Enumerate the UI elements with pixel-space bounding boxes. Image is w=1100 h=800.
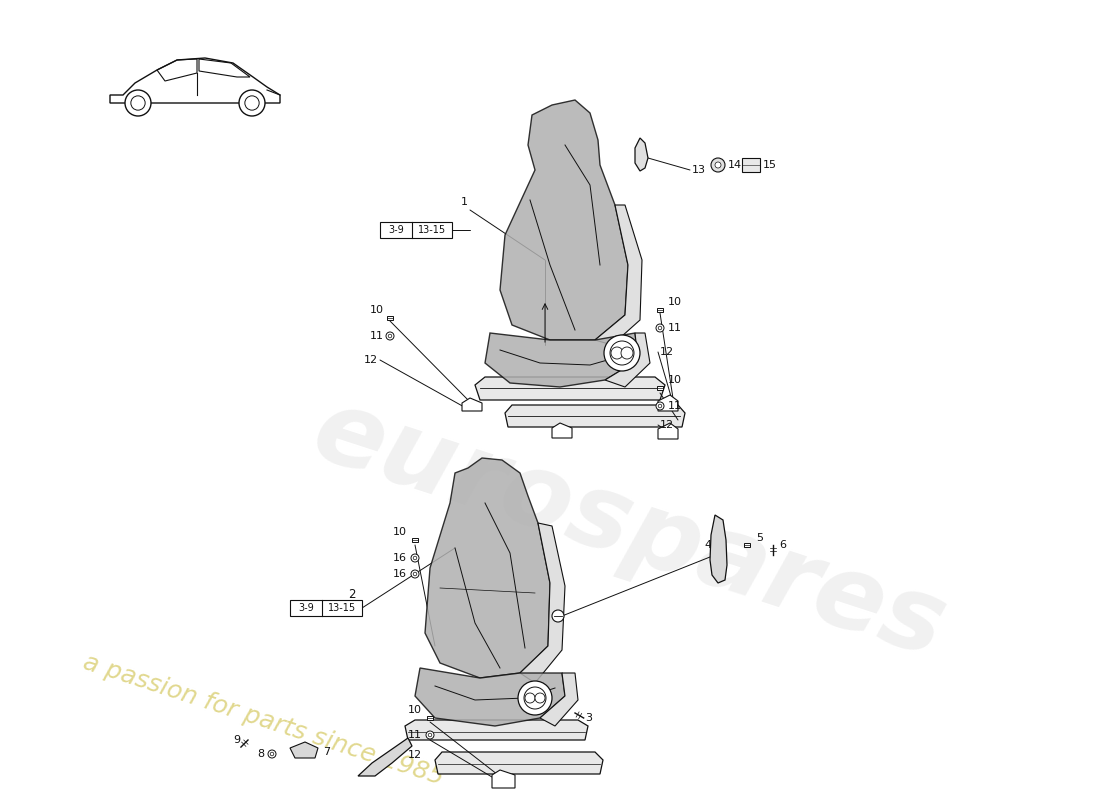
Text: 11: 11 [408,730,422,740]
Text: 3: 3 [585,713,592,723]
Polygon shape [290,742,318,758]
Circle shape [656,324,664,332]
Circle shape [131,96,145,110]
Polygon shape [462,398,482,411]
Polygon shape [485,333,638,387]
Bar [411,538,418,542]
Bar [657,386,663,390]
Text: a passion for parts since 1985: a passion for parts since 1985 [80,650,447,790]
Text: 11: 11 [668,401,682,411]
Polygon shape [492,770,515,788]
Polygon shape [710,515,727,583]
Text: 10: 10 [668,375,682,385]
Text: 12: 12 [364,355,378,365]
Text: 10: 10 [370,305,384,315]
Text: 1: 1 [461,197,468,207]
Text: 10: 10 [408,705,422,715]
Text: 10: 10 [668,297,682,307]
Polygon shape [595,205,642,345]
Circle shape [125,90,151,116]
Text: 13-15: 13-15 [328,603,356,613]
Text: 6: 6 [779,540,786,550]
Text: 4: 4 [705,540,712,550]
Circle shape [428,733,432,737]
Circle shape [658,326,662,330]
Text: 11: 11 [668,323,682,333]
Text: 12: 12 [408,750,422,760]
Circle shape [552,610,564,622]
Circle shape [610,341,634,365]
Polygon shape [434,752,603,774]
Text: 7: 7 [323,747,330,757]
Circle shape [239,90,265,116]
Bar [742,158,760,172]
Text: 14: 14 [728,160,743,170]
Text: 10: 10 [393,527,407,537]
Circle shape [411,554,419,562]
Polygon shape [552,423,572,438]
Circle shape [535,693,544,703]
Circle shape [604,335,640,371]
Text: 12: 12 [660,347,674,357]
Polygon shape [658,423,678,439]
Circle shape [386,332,394,340]
Circle shape [525,693,535,703]
Text: 12: 12 [660,420,674,430]
Bar [657,308,663,312]
Bar [290,600,362,616]
Circle shape [621,347,632,359]
Text: 2: 2 [349,587,356,601]
Circle shape [426,731,434,739]
Polygon shape [520,523,565,683]
Polygon shape [605,333,650,387]
Text: 5: 5 [756,533,763,543]
Polygon shape [358,738,412,776]
Circle shape [411,570,419,578]
Text: 3-9: 3-9 [298,603,314,613]
Text: 9: 9 [233,735,240,745]
Polygon shape [658,395,678,411]
Polygon shape [405,720,588,740]
Circle shape [388,334,392,338]
Text: 3-9: 3-9 [388,225,404,235]
Polygon shape [500,100,628,340]
Circle shape [414,556,417,560]
Polygon shape [475,377,666,400]
Circle shape [268,750,276,758]
Text: 8: 8 [257,749,264,759]
Bar [427,716,433,720]
Text: 16: 16 [393,553,407,563]
Text: 13-15: 13-15 [418,225,446,235]
Circle shape [715,162,720,168]
Text: 11: 11 [370,331,384,341]
Circle shape [245,96,260,110]
Circle shape [656,402,664,410]
Bar [744,543,750,547]
Circle shape [610,347,623,359]
Bar [387,316,393,320]
Text: 15: 15 [763,160,777,170]
Polygon shape [425,458,550,678]
Circle shape [711,158,725,172]
Polygon shape [635,138,648,171]
Polygon shape [415,668,565,726]
Circle shape [524,687,546,709]
Text: 13: 13 [692,165,706,175]
Text: 16: 16 [393,569,407,579]
Polygon shape [540,673,578,726]
Bar [379,222,452,238]
Circle shape [271,752,274,756]
Circle shape [658,404,662,408]
Text: eurospares: eurospares [300,380,957,680]
Polygon shape [505,405,685,427]
Circle shape [414,572,417,576]
Circle shape [518,681,552,715]
